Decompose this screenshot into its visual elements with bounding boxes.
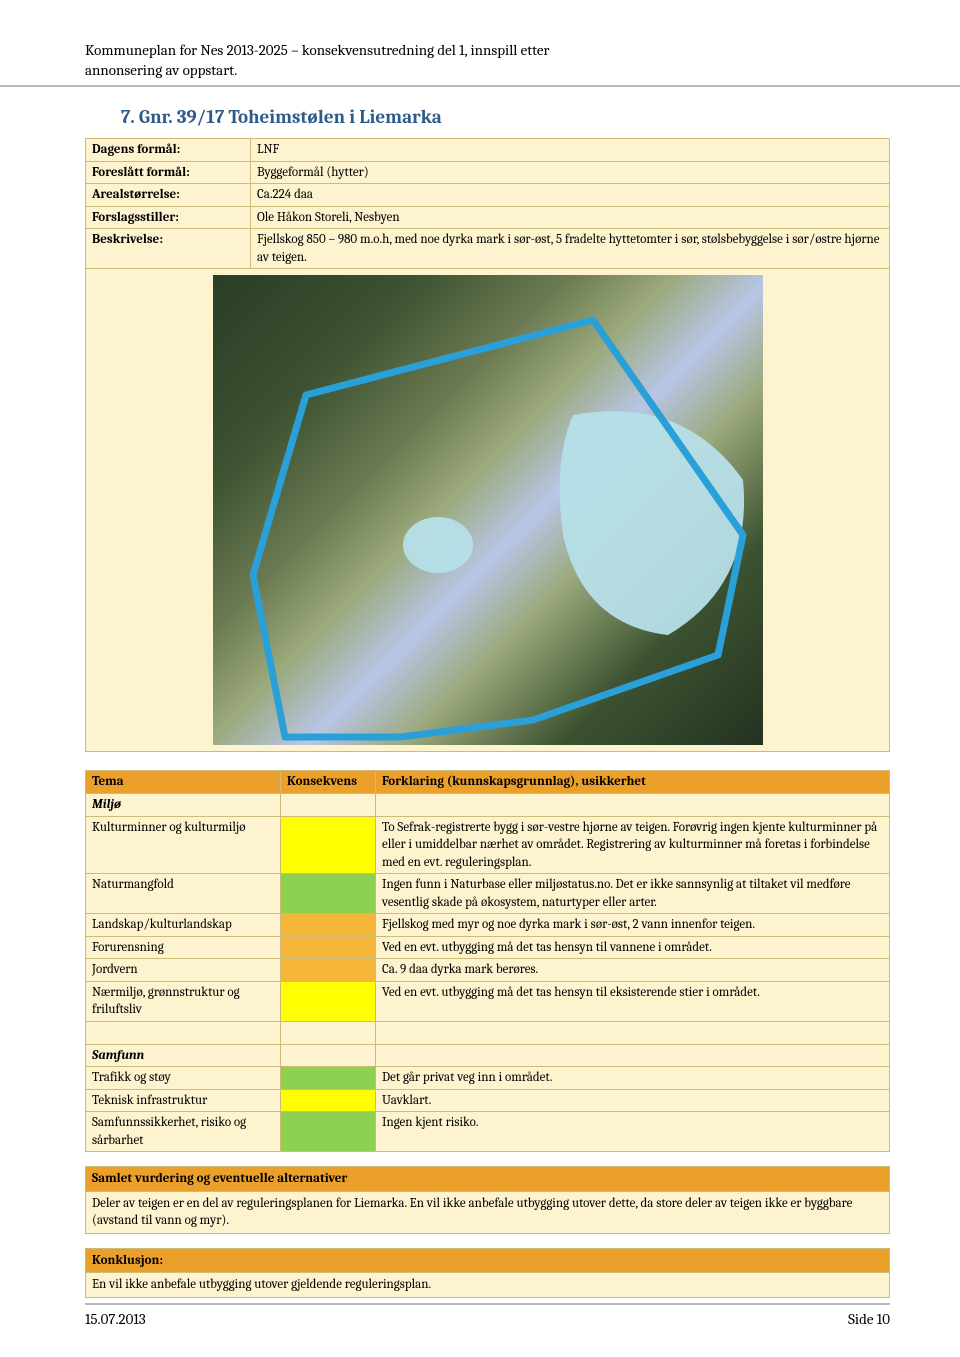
group-empty	[376, 793, 890, 816]
tema-cell: Jordvern	[86, 959, 281, 982]
info-label: Dagens formål:	[86, 139, 251, 162]
info-value: Ole Håkon Storeli, Nesbyen	[251, 206, 890, 229]
lake-large-icon	[559, 412, 743, 636]
info-label: Beskrivelse:	[86, 229, 251, 269]
header-line1: Kommuneplan for Nes 2013-2025 – konsekve…	[85, 40, 890, 60]
konsekvens-cell	[281, 874, 376, 914]
forklaring-cell: Ca. 9 daa dyrka mark berøres.	[376, 959, 890, 982]
spacer-cell	[281, 1021, 376, 1044]
konklusjon-heading: Konklusjon:	[86, 1248, 890, 1273]
samlet-box: Samlet vurdering og eventuelle alternati…	[85, 1166, 890, 1234]
konsekvens-cell	[281, 1067, 376, 1090]
info-value: Fjellskog 850 – 980 m.o.h, med noe dyrka…	[251, 229, 890, 269]
konsekvens-cell	[281, 1112, 376, 1152]
info-table: Dagens formål:LNFForeslått formål:Byggef…	[85, 138, 890, 752]
header-rule	[0, 85, 960, 87]
th-tema: Tema	[86, 771, 281, 794]
info-value: LNF	[251, 139, 890, 162]
info-label: Foreslått formål:	[86, 161, 251, 184]
konklusjon-body: En vil ikke anbefale utbygging utover gj…	[86, 1273, 890, 1298]
forklaring-cell: Det går privat veg inn i området.	[376, 1067, 890, 1090]
forklaring-cell: Ingen funn i Naturbase eller miljøstatus…	[376, 874, 890, 914]
th-konsekvens: Konsekvens	[281, 771, 376, 794]
group-label: Samfunn	[86, 1044, 281, 1067]
footer-date: 15.07.2013	[85, 1309, 146, 1329]
tema-cell: Samfunnssikkerhet, risiko og sårbarhet	[86, 1112, 281, 1152]
tema-cell: Teknisk infrastruktur	[86, 1089, 281, 1112]
tema-cell: Kulturminner og kulturmiljø	[86, 816, 281, 874]
forklaring-cell: Ved en evt. utbygging må det tas hensyn …	[376, 981, 890, 1021]
aerial-map	[213, 275, 763, 745]
konsekvens-cell	[281, 914, 376, 937]
tema-cell: Naturmangfold	[86, 874, 281, 914]
konsekvens-cell	[281, 1089, 376, 1112]
konsekvens-cell	[281, 816, 376, 874]
konklusjon-box: Konklusjon: En vil ikke anbefale utbyggi…	[85, 1248, 890, 1298]
page-footer: 15.07.2013 Side 10	[85, 1303, 890, 1329]
group-label: Miljø	[86, 793, 281, 816]
map-cell	[86, 269, 890, 752]
page-header: Kommuneplan for Nes 2013-2025 – konsekve…	[85, 40, 890, 81]
info-value: Byggeformål (hytter)	[251, 161, 890, 184]
group-empty	[281, 1044, 376, 1067]
info-label: Forslagsstiller:	[86, 206, 251, 229]
tema-cell: Forurensning	[86, 936, 281, 959]
th-forklaring: Forklaring (kunnskapsgrunnlag), usikkerh…	[376, 771, 890, 794]
section-title: 7. Gnr. 39/17 Toheimstølen i Liemarka	[121, 105, 890, 131]
konsekvens-cell	[281, 959, 376, 982]
info-label: Arealstørrelse:	[86, 184, 251, 207]
samlet-body: Deler av teigen er en del av regulerings…	[86, 1191, 890, 1233]
konsekvens-cell	[281, 936, 376, 959]
konsekvens-cell	[281, 981, 376, 1021]
samlet-heading: Samlet vurdering og eventuelle alternati…	[86, 1167, 890, 1192]
tema-cell: Nærmiljø, grønnstruktur og friluftsliv	[86, 981, 281, 1021]
group-empty	[376, 1044, 890, 1067]
footer-page: Side 10	[848, 1309, 890, 1329]
header-line2: annonsering av oppstart.	[85, 60, 890, 80]
forklaring-cell: Fjellskog med myr og noe dyrka mark i sø…	[376, 914, 890, 937]
forklaring-cell: Uavklart.	[376, 1089, 890, 1112]
spacer-cell	[86, 1021, 281, 1044]
tema-cell: Trafikk og støy	[86, 1067, 281, 1090]
forklaring-cell: Ved en evt. utbygging må det tas hensyn …	[376, 936, 890, 959]
info-value: Ca.224 daa	[251, 184, 890, 207]
lake-small-icon	[403, 517, 473, 573]
group-empty	[281, 793, 376, 816]
map-svg	[213, 275, 763, 745]
tema-cell: Landskap/kulturlandskap	[86, 914, 281, 937]
spacer-cell	[376, 1021, 890, 1044]
forklaring-cell: Ingen kjent risiko.	[376, 1112, 890, 1152]
theme-table: Tema Konsekvens Forklaring (kunnskapsgru…	[85, 770, 890, 1152]
forklaring-cell: To Sefrak-registrerte bygg i sør-vestre …	[376, 816, 890, 874]
